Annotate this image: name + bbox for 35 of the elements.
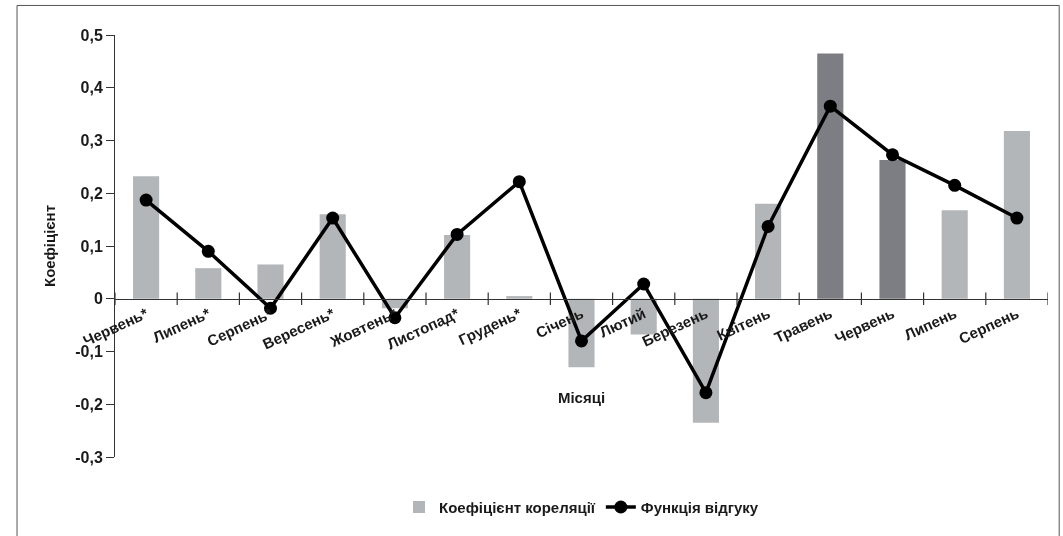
point <box>326 211 340 225</box>
point <box>761 219 775 233</box>
point <box>512 175 526 189</box>
point <box>699 386 713 400</box>
bar <box>444 234 471 299</box>
point <box>886 148 899 162</box>
y-tick-label: 0,2 <box>80 184 103 202</box>
legend-label: Коефіцієнт кореляції <box>439 498 596 516</box>
point <box>450 227 464 241</box>
bar <box>879 160 906 299</box>
bar <box>1003 131 1030 299</box>
y-tick-label: 0,4 <box>80 79 103 97</box>
point <box>948 178 962 192</box>
y-tick-label: 0,5 <box>80 26 103 44</box>
point <box>1010 211 1024 225</box>
bar <box>257 264 284 299</box>
bar <box>133 176 160 299</box>
y-tick-label: 0 <box>93 290 103 308</box>
legend-label: Функція відгуку <box>640 498 759 516</box>
bar <box>506 296 533 299</box>
x-axis-title: Місяці <box>557 388 606 406</box>
x-tick-label: Січень <box>533 304 586 342</box>
y-tick-label: -0,1 <box>75 343 103 361</box>
point <box>139 193 153 207</box>
y-axis-title: Коефіцієнт <box>41 204 59 288</box>
point <box>637 277 651 291</box>
y-tick-label: -0,2 <box>75 395 103 413</box>
y-tick-label: 0,3 <box>80 132 103 150</box>
bar <box>195 268 222 299</box>
y-tick-label: -0,3 <box>75 448 103 466</box>
point <box>823 99 837 113</box>
point <box>201 244 215 258</box>
y-tick-label: 0,1 <box>80 237 103 255</box>
bar <box>941 210 968 299</box>
bar <box>817 53 844 299</box>
